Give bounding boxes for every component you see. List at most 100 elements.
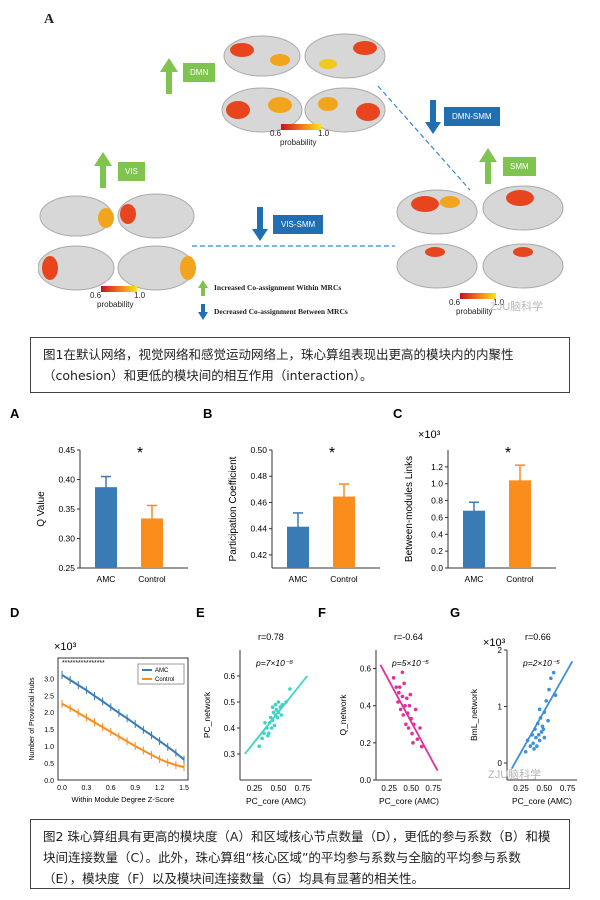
- x-tick-label: 0.50: [537, 784, 553, 793]
- scatter-point: [400, 694, 405, 699]
- panel-letter-D: D: [10, 605, 19, 620]
- scatter-point: [403, 703, 407, 708]
- panel-letter-F: F: [318, 605, 326, 620]
- y-tick-label: 0.0: [360, 776, 372, 785]
- dmn-colorbar: [281, 124, 321, 130]
- scatter-point: [523, 749, 528, 754]
- y-tick-label: 1: [498, 703, 503, 712]
- scatter-point: [269, 726, 274, 730]
- y-axis-label: Between-modules Links: [404, 456, 415, 562]
- dmn-colorbar-label: probability: [280, 138, 317, 147]
- scatter-point: [547, 687, 551, 692]
- x-tick-label: 0.50: [271, 784, 287, 793]
- scatter-point: [402, 681, 406, 686]
- p-value: p=2×10⁻⁵: [522, 658, 560, 668]
- x-tick-label: 0.25: [247, 784, 263, 793]
- y-multiplier: ×10³: [483, 637, 506, 649]
- scatter-point: [534, 735, 538, 740]
- panel-letter-A: A: [10, 406, 20, 421]
- significance-mark: *: [137, 445, 143, 462]
- legend-decreased: Decreased Co-assignment Between MRCs: [214, 307, 348, 316]
- x-tick-label: 0.50: [403, 784, 419, 793]
- x-tick-label: 0.75: [295, 784, 311, 793]
- scatter-point: [400, 670, 405, 675]
- y-tick-label: 0.42: [250, 550, 267, 560]
- y-tick-label: 2.5: [44, 693, 54, 700]
- y-tick-label: 0: [498, 759, 503, 768]
- scatter-point: [268, 715, 273, 720]
- bar-control: [509, 480, 531, 568]
- x-tick-label: 0.0: [57, 785, 67, 792]
- scatter-point: [271, 710, 276, 715]
- vis-colorbar-min: 0.6: [90, 291, 102, 300]
- scatter-point: [275, 715, 280, 720]
- panel-letter-B: B: [203, 406, 212, 421]
- scatter-point: [546, 718, 550, 723]
- scatter-point: [397, 685, 402, 689]
- scatter-point: [398, 707, 403, 712]
- scatter-point: [415, 737, 420, 741]
- scatter-point: [537, 707, 542, 712]
- y-tick-label: 0.44: [250, 524, 267, 534]
- scatter-point: [273, 702, 278, 707]
- connection-lines: [192, 85, 471, 247]
- x-tick-label: Control: [330, 574, 358, 584]
- y-axis-label: Number of Provincial Hubs: [29, 677, 36, 761]
- x-axis-label: PC_core (AMC): [512, 796, 572, 806]
- dmn-brain-images: [221, 33, 386, 133]
- significance-mark: *: [505, 445, 511, 462]
- bar-amc: [287, 526, 309, 568]
- y-tick-label: 0.4: [360, 702, 372, 711]
- scatter-point: [407, 703, 412, 708]
- figure1-caption: 图1在默认网络，视觉网络和感觉运动网络上，珠心算组表现出更高的模块内的内聚性（c…: [30, 337, 570, 393]
- y-tick-label: 1.0: [44, 744, 54, 751]
- x-axis-label: PC_core (AMC): [379, 796, 439, 806]
- vis-colorbar: [101, 286, 137, 292]
- p-value: p=5×10⁻⁵: [391, 658, 429, 668]
- y-axis-label: Participation Coefficient: [228, 456, 239, 561]
- smm-colorbar-min: 0.6: [449, 298, 461, 307]
- scatter-point: [419, 744, 424, 749]
- scatter-point: [260, 736, 264, 741]
- scatter-point: [276, 700, 281, 704]
- scatter-point: [394, 685, 399, 689]
- watermark: ZJU脑科学: [488, 767, 541, 781]
- figure2-caption: 图2 珠心算组具有更高的模块度（A）和区域核心节点数量（D），更低的参与系数（B…: [30, 819, 570, 889]
- panel-letter-E: E: [196, 605, 205, 620]
- regression-line: [510, 660, 574, 770]
- y-tick-label: 0.46: [250, 497, 267, 507]
- legend-increased: Increased Co-assignment Within MRCs: [214, 283, 342, 292]
- y-tick-label: 0.8: [431, 496, 443, 506]
- significance-mark: *: [329, 445, 335, 462]
- y-tick-label: 0.25: [58, 563, 75, 573]
- x-tick-label: 0.75: [425, 784, 441, 793]
- x-tick-label: 0.25: [381, 784, 397, 793]
- y-tick-label: 0.2: [431, 546, 443, 556]
- r-value: r=0.78: [258, 632, 284, 642]
- bar-amc: [463, 510, 485, 568]
- y-tick-label: 0.35: [58, 504, 75, 514]
- y-tick-label: 0.2: [360, 739, 372, 748]
- scatter-point: [532, 747, 536, 751]
- panel-letter-C: C: [393, 406, 403, 421]
- r-value: r=0.66: [525, 632, 551, 642]
- smm-colorbar: [460, 293, 496, 299]
- x-tick-label: Control: [138, 574, 166, 584]
- scatter-point: [413, 707, 418, 712]
- y-tick-label: 0.5: [44, 761, 54, 768]
- legend-label: Control: [155, 677, 174, 683]
- scatter-point: [397, 690, 401, 695]
- x-tick-label: AMC: [289, 574, 308, 584]
- regression-line: [244, 675, 308, 755]
- scatter-point: [274, 708, 279, 712]
- legend-label: AMC: [155, 668, 169, 674]
- dmn-badge: DMN: [183, 63, 216, 82]
- x-tick-label: Control: [506, 574, 534, 584]
- dmn-colorbar-max: 1.0: [318, 129, 330, 138]
- y-tick-label: 0.4: [431, 529, 443, 539]
- scatter-point: [539, 730, 544, 734]
- regression-line: [379, 664, 439, 772]
- scatter-point: [411, 741, 415, 745]
- scatter-point: [272, 723, 277, 728]
- scatter-point: [391, 676, 396, 680]
